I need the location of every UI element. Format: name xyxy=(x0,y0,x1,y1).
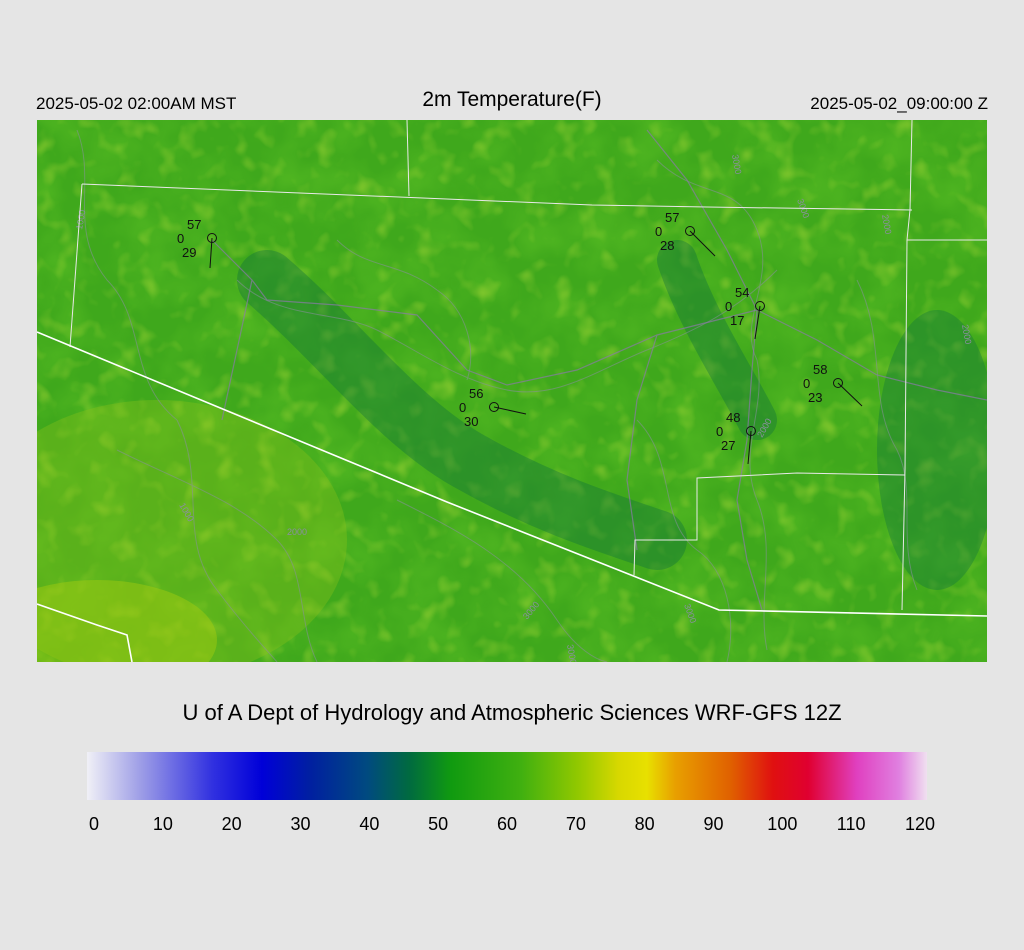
station-marker xyxy=(685,226,695,236)
station-temp: 48 xyxy=(726,410,740,425)
contour-label: 3000 xyxy=(565,644,578,662)
temperature-map: 1000 2000 3000 3000 3000 3000 2000 1000 … xyxy=(37,120,987,662)
station-wind: 0 xyxy=(725,299,732,314)
station-dewpoint: 17 xyxy=(730,313,744,328)
station-temp: 56 xyxy=(469,386,483,401)
station-wind: 0 xyxy=(803,376,810,391)
colorbar-tick-label: 0 xyxy=(88,814,100,834)
county-boundaries xyxy=(69,120,987,611)
state-boundary xyxy=(37,331,987,662)
colorbar-tick-label: 30 xyxy=(290,814,311,834)
colorbar-tick-label: 80 xyxy=(634,814,655,834)
colorbar-tick-label: 60 xyxy=(496,814,518,834)
contour-label: 2000 xyxy=(287,527,307,537)
wind-barb xyxy=(754,305,761,340)
station-temp: 57 xyxy=(187,217,201,232)
roads xyxy=(211,129,987,611)
credit-line: U of A Dept of Hydrology and Atmospheric… xyxy=(182,700,842,725)
station-wind: 0 xyxy=(177,231,184,246)
wind-barb xyxy=(689,230,716,257)
colorbar-tick-label: 50 xyxy=(428,814,449,834)
station-wind: 0 xyxy=(459,400,466,415)
station-marker xyxy=(489,402,499,412)
colorbar-tick-label: 100 xyxy=(767,814,798,834)
station-dewpoint: 23 xyxy=(808,390,822,405)
map-title: 2m Temperature(F) xyxy=(422,88,602,111)
station-wind: 0 xyxy=(655,224,662,239)
wind-barb xyxy=(209,237,213,269)
station-temp: 57 xyxy=(665,210,679,225)
station-dewpoint: 27 xyxy=(721,438,735,453)
station-dewpoint: 28 xyxy=(660,238,674,253)
contour-label: 2000 xyxy=(880,214,893,235)
contour-label: 1000 xyxy=(74,209,87,230)
colorbar-tick-label: 110 xyxy=(836,814,866,834)
station-marker xyxy=(833,378,843,388)
station-wind: 0 xyxy=(716,424,723,439)
contour-label: 2000 xyxy=(960,324,973,345)
station-dewpoint: 30 xyxy=(464,414,478,429)
colorbar-tick-label: 70 xyxy=(565,814,586,834)
colorbar-tick-label: 20 xyxy=(221,814,242,834)
station-temp: 58 xyxy=(813,362,827,377)
colorbar-tick-label: 90 xyxy=(703,814,724,834)
station-marker xyxy=(755,301,765,311)
wind-barb xyxy=(837,382,863,407)
station-temp: 54 xyxy=(735,285,749,300)
utc-time: 2025-05-02_09:00:00 Z xyxy=(810,94,988,113)
wind-barb xyxy=(493,406,527,415)
station-dewpoint: 29 xyxy=(182,245,196,260)
local-time: 2025-05-02 02:00AM MST xyxy=(36,94,237,113)
colorbar xyxy=(87,752,927,800)
wind-barb xyxy=(747,430,752,465)
colorbar-tick-label: 10 xyxy=(152,814,173,834)
contour-label: 3000 xyxy=(730,154,743,175)
colorbar-ticks: 0 10 20 30 40 50 60 70 80 90 100 110 120 xyxy=(0,814,1024,838)
colorbar-tick-label: 40 xyxy=(359,814,380,834)
colorbar-tick-label: 120 xyxy=(904,814,936,834)
